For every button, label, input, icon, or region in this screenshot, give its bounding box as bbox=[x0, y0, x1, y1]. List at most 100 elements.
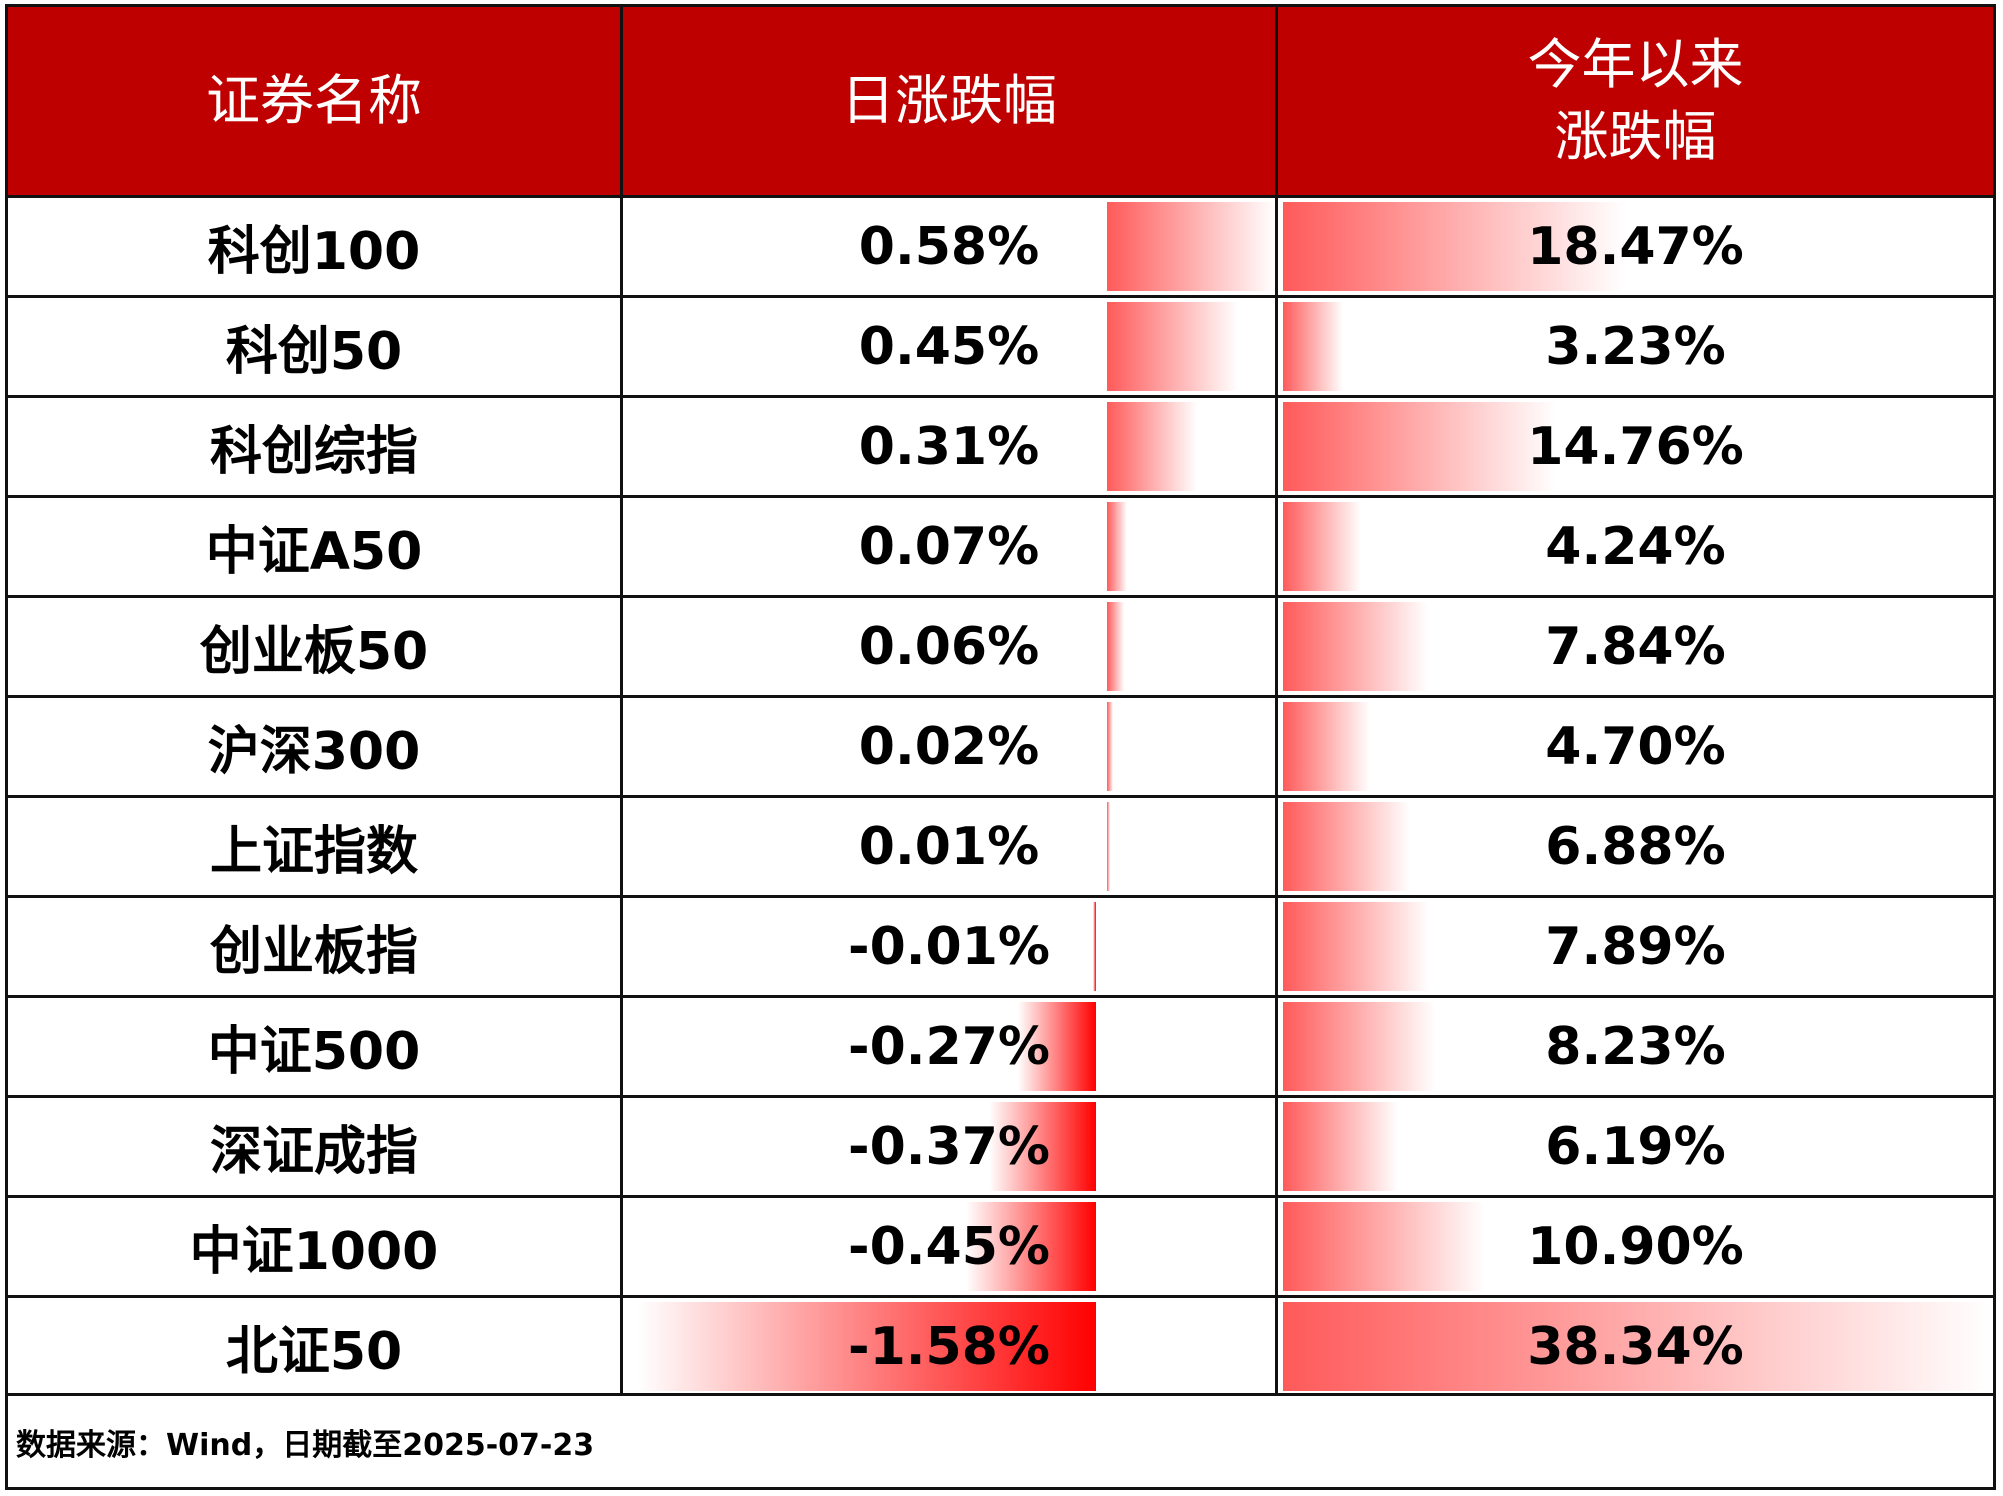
ytd-change-value: 38.34% bbox=[1527, 1316, 1744, 1377]
daily-change-bar bbox=[1107, 302, 1238, 391]
daily-change-value: 0.45% bbox=[858, 316, 1040, 377]
daily-change-value: 0.58% bbox=[858, 216, 1040, 277]
security-name: 北证50 bbox=[8, 1298, 623, 1395]
ytd-change-bar bbox=[1283, 802, 1411, 891]
ytd-change-cell: 14.76% bbox=[1278, 398, 1993, 495]
daily-change-bar bbox=[988, 1102, 1096, 1191]
security-name: 沪深300 bbox=[8, 698, 623, 795]
daily-change-bar bbox=[1093, 902, 1096, 991]
daily-change-cell: 0.06% bbox=[623, 598, 1278, 695]
security-name: 中证A50 bbox=[8, 498, 623, 595]
security-name: 科创100 bbox=[8, 198, 623, 295]
header-ytd-change: 今年以来 涨跌幅 bbox=[1278, 7, 1993, 195]
daily-change-cell: 0.01% bbox=[623, 798, 1278, 895]
daily-change-value: -0.01% bbox=[848, 916, 1050, 977]
ytd-change-value: 6.19% bbox=[1545, 1116, 1726, 1177]
ytd-change-cell: 8.23% bbox=[1278, 998, 1993, 1095]
ytd-change-cell: 18.47% bbox=[1278, 198, 1993, 295]
daily-change-bar bbox=[1107, 802, 1110, 891]
header-security-name: 证券名称 bbox=[8, 7, 623, 195]
security-name: 中证500 bbox=[8, 998, 623, 1095]
ytd-change-value: 6.88% bbox=[1545, 816, 1726, 877]
daily-change-value: -0.27% bbox=[848, 1016, 1050, 1077]
security-name: 深证成指 bbox=[8, 1098, 623, 1195]
daily-change-bar bbox=[1107, 202, 1276, 291]
daily-change-value: 0.07% bbox=[858, 516, 1040, 577]
daily-change-bar bbox=[1017, 1002, 1096, 1091]
ytd-change-bar bbox=[1283, 1002, 1436, 1091]
table-row: 创业板指 -0.01% 7.89% bbox=[8, 895, 1993, 995]
source-note: 数据来源：Wind，日期截至2025-07-23 bbox=[8, 1393, 1993, 1487]
ytd-change-bar bbox=[1283, 302, 1343, 391]
daily-change-bar bbox=[1107, 602, 1125, 691]
source-text: 数据来源：Wind，日期截至2025-07-23 bbox=[16, 1427, 595, 1463]
daily-change-bar bbox=[1107, 502, 1128, 591]
daily-change-bar bbox=[637, 1302, 1096, 1391]
security-name: 创业板50 bbox=[8, 598, 623, 695]
ytd-change-bar bbox=[1283, 502, 1362, 591]
security-name: 创业板指 bbox=[8, 898, 623, 995]
ytd-change-value: 7.84% bbox=[1545, 616, 1726, 677]
ytd-change-value: 4.24% bbox=[1545, 516, 1726, 577]
ytd-change-bar bbox=[1283, 1302, 1993, 1391]
ytd-change-bar bbox=[1283, 1202, 1485, 1291]
ytd-change-value: 14.76% bbox=[1527, 416, 1744, 477]
daily-change-cell: 0.02% bbox=[623, 698, 1278, 795]
table-row: 沪深300 0.02% 4.70% bbox=[8, 695, 1993, 795]
ytd-change-cell: 10.90% bbox=[1278, 1198, 1993, 1295]
daily-change-value: 0.31% bbox=[858, 416, 1040, 477]
table-row: 中证A50 0.07% 4.24% bbox=[8, 495, 1993, 595]
header-label: 日涨跌幅 bbox=[841, 69, 1057, 132]
ytd-change-bar bbox=[1283, 602, 1429, 691]
table-row: 中证500 -0.27% 8.23% bbox=[8, 995, 1993, 1095]
ytd-change-value: 18.47% bbox=[1527, 216, 1744, 277]
daily-change-value: 0.02% bbox=[858, 716, 1040, 777]
table-row: 上证指数 0.01% 6.88% bbox=[8, 795, 1993, 895]
security-name: 科创综指 bbox=[8, 398, 623, 495]
ytd-change-value: 10.90% bbox=[1527, 1216, 1744, 1277]
table-row: 深证成指 -0.37% 6.19% bbox=[8, 1095, 1993, 1195]
ytd-change-cell: 7.84% bbox=[1278, 598, 1993, 695]
ytd-change-bar bbox=[1283, 902, 1429, 991]
ytd-change-cell: 4.70% bbox=[1278, 698, 1993, 795]
ytd-change-value: 4.70% bbox=[1545, 716, 1726, 777]
security-name: 上证指数 bbox=[8, 798, 623, 895]
ytd-change-cell: 4.24% bbox=[1278, 498, 1993, 595]
daily-change-cell: 0.31% bbox=[623, 398, 1278, 495]
ytd-change-cell: 6.88% bbox=[1278, 798, 1993, 895]
ytd-change-cell: 7.89% bbox=[1278, 898, 1993, 995]
table-row: 创业板50 0.06% 7.84% bbox=[8, 595, 1993, 695]
ytd-change-value: 7.89% bbox=[1545, 916, 1726, 977]
security-name: 科创50 bbox=[8, 298, 623, 395]
table-row: 中证1000 -0.45% 10.90% bbox=[8, 1195, 1993, 1295]
table-row: 科创综指 0.31% 14.76% bbox=[8, 395, 1993, 495]
daily-change-cell: -0.37% bbox=[623, 1098, 1278, 1195]
daily-change-value: -0.37% bbox=[848, 1116, 1050, 1177]
daily-change-value: 0.01% bbox=[858, 816, 1040, 877]
header-daily-change: 日涨跌幅 bbox=[623, 7, 1278, 195]
header-label: 今年以来 bbox=[1527, 33, 1744, 96]
ytd-change-bar bbox=[1283, 1102, 1398, 1191]
daily-change-bar bbox=[965, 1202, 1096, 1291]
table-row: 北证50 -1.58% 38.34% bbox=[8, 1295, 1993, 1395]
daily-change-value: -1.58% bbox=[848, 1316, 1050, 1377]
table-row: 科创50 0.45% 3.23% bbox=[8, 295, 1993, 395]
daily-change-bar bbox=[1107, 702, 1113, 791]
ytd-change-bar bbox=[1283, 202, 1625, 291]
daily-change-cell: -1.58% bbox=[623, 1298, 1278, 1395]
daily-change-cell: -0.01% bbox=[623, 898, 1278, 995]
table-row: 科创100 0.58% 18.47% bbox=[8, 195, 1993, 295]
daily-change-cell: -0.27% bbox=[623, 998, 1278, 1095]
header-label: 涨跌幅 bbox=[1554, 105, 1717, 168]
daily-change-value: 0.06% bbox=[858, 616, 1040, 677]
security-name: 中证1000 bbox=[8, 1198, 623, 1295]
daily-change-cell: -0.45% bbox=[623, 1198, 1278, 1295]
ytd-change-cell: 6.19% bbox=[1278, 1098, 1993, 1195]
daily-change-cell: 0.58% bbox=[623, 198, 1278, 295]
daily-change-value: -0.45% bbox=[848, 1216, 1050, 1277]
ytd-change-cell: 38.34% bbox=[1278, 1298, 1993, 1395]
daily-change-cell: 0.45% bbox=[623, 298, 1278, 395]
daily-change-bar bbox=[1107, 402, 1197, 491]
ytd-change-value: 8.23% bbox=[1545, 1016, 1726, 1077]
ytd-change-cell: 3.23% bbox=[1278, 298, 1993, 395]
